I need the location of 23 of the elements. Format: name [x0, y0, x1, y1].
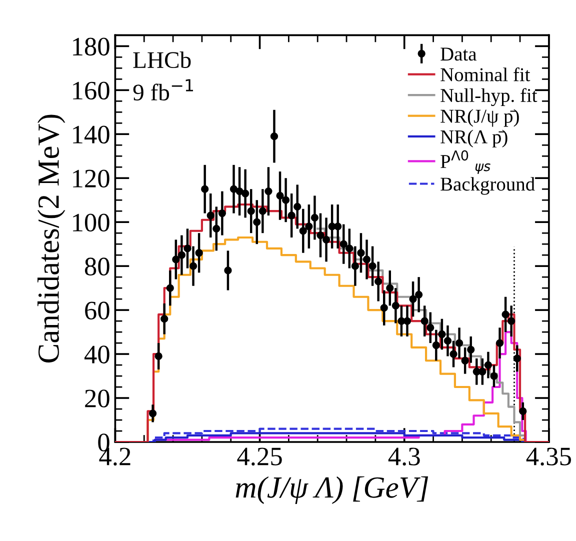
x-tick-label: 4.25: [237, 448, 282, 466]
x-tick-label: 4.3: [388, 448, 420, 466]
y-tick-label: 160: [73, 82, 110, 100]
y-tick-label: 80: [84, 258, 110, 276]
annotation: LHCb: [133, 51, 191, 68]
legend-label: Nominal fit: [440, 67, 530, 82]
y-tick-label: 140: [73, 126, 110, 144]
legend-label: NR(Λ p̄): [440, 130, 508, 148]
legend-label: Data: [440, 48, 476, 61]
x-axis-title: m(J/ψ Λ) [GeV]: [236, 476, 428, 504]
x-tick-label: 4.35: [526, 448, 571, 466]
legend-label: P$^{Λ0}$ $_{ψs}$: [440, 150, 490, 174]
legend-label: Null-hyp. fit: [440, 88, 538, 106]
y-axis-title: Candidates/(2 MeV): [37, 114, 66, 362]
legend-label: NR(J/ψ p̄): [440, 109, 519, 127]
y-tick-label: 180: [73, 38, 110, 56]
y-tick-label: 100: [73, 214, 110, 232]
y-tick-label: 20: [85, 390, 110, 408]
legend-label: Background: [440, 177, 535, 195]
y-tick-label: 40: [84, 346, 110, 364]
y-tick-label: 120: [73, 170, 110, 188]
annotation: 9 fb$^{−1}$: [133, 79, 193, 101]
y-tick-label: 60: [85, 302, 110, 320]
